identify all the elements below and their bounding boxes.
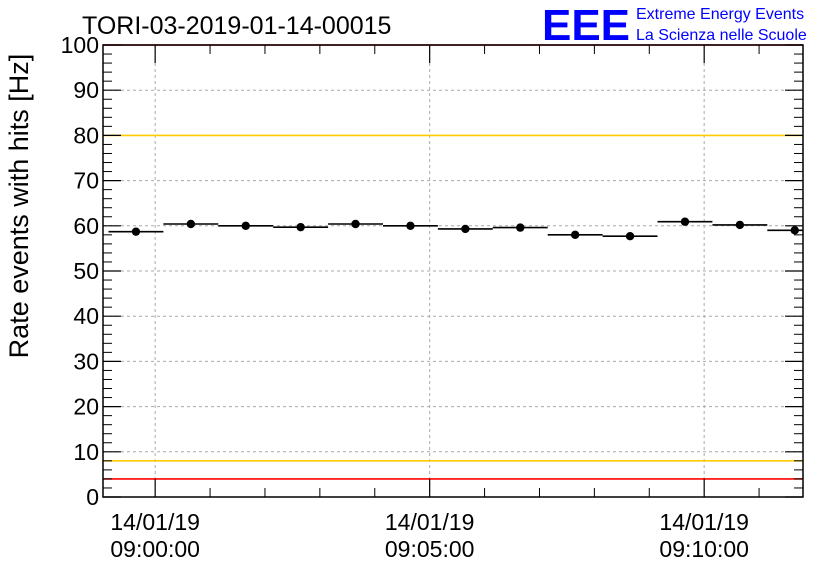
y-tick-label: 80 — [73, 122, 99, 148]
chart-title: TORI-03-2019-01-14-00015 — [82, 12, 391, 40]
data-point-marker — [241, 221, 250, 230]
data-point-marker — [186, 219, 196, 229]
y-tick-label: 100 — [61, 32, 99, 58]
eee-logo-line2: La Scienza nelle Scuole — [636, 27, 807, 44]
y-tick-label: 50 — [73, 258, 99, 284]
grid — [103, 45, 803, 497]
data-point — [163, 219, 219, 229]
data-point — [547, 230, 603, 240]
data-series — [108, 217, 803, 241]
data-point — [328, 219, 383, 229]
x-tick-label-time: 09:10:00 — [659, 536, 749, 562]
data-point — [437, 224, 493, 234]
eee-logo-line1: Extreme Energy Events — [636, 6, 804, 23]
data-point — [657, 217, 713, 226]
y-tick-label: 10 — [73, 439, 99, 465]
y-axis-label: Rate events with hits [Hz] — [4, 54, 34, 359]
x-tick-label-date: 14/01/19 — [385, 509, 475, 535]
data-point — [383, 221, 438, 230]
y-tick-label: 40 — [73, 303, 99, 329]
y-tick-label: 0 — [86, 484, 99, 510]
y-tick-label: 20 — [73, 394, 99, 420]
data-point-marker — [570, 230, 580, 240]
y-tick-label: 70 — [73, 168, 99, 194]
data-point-marker — [296, 222, 305, 232]
data-point — [712, 220, 768, 230]
eee-logo: EEE Extreme Energy Events La Scienza nel… — [542, 1, 807, 50]
eee-logo-mark: EEE — [542, 1, 630, 50]
data-point-marker — [461, 224, 470, 234]
data-point — [492, 223, 548, 232]
data-point-marker — [351, 219, 360, 229]
data-point — [602, 231, 658, 241]
data-point-marker — [131, 227, 141, 236]
data-point-marker — [680, 217, 690, 226]
data-point-marker — [735, 220, 745, 230]
x-tick-label-date: 14/01/19 — [659, 509, 749, 535]
x-tick-label-time: 09:05:00 — [385, 536, 475, 562]
data-point — [108, 227, 164, 236]
data-point — [273, 222, 329, 232]
x-axis: 14/01/1909:00:0014/01/1909:05:0014/01/19… — [110, 45, 760, 562]
data-point — [767, 226, 803, 235]
x-tick-label-time: 09:00:00 — [110, 536, 200, 562]
data-point-marker — [790, 226, 799, 235]
x-tick-label-date: 14/01/19 — [110, 509, 200, 535]
data-point-marker — [516, 223, 525, 232]
y-tick-label: 60 — [73, 213, 99, 239]
data-point-marker — [406, 221, 415, 230]
y-tick-label: 90 — [73, 77, 99, 103]
plot-frame — [102, 44, 804, 498]
y-tick-label: 30 — [73, 348, 99, 374]
data-point-marker — [625, 231, 635, 241]
y-axis: 0 10 20 30 40 50 60 70 80 90 100 — [61, 32, 803, 510]
data-point — [218, 221, 274, 230]
reference-lines — [103, 44, 803, 480]
